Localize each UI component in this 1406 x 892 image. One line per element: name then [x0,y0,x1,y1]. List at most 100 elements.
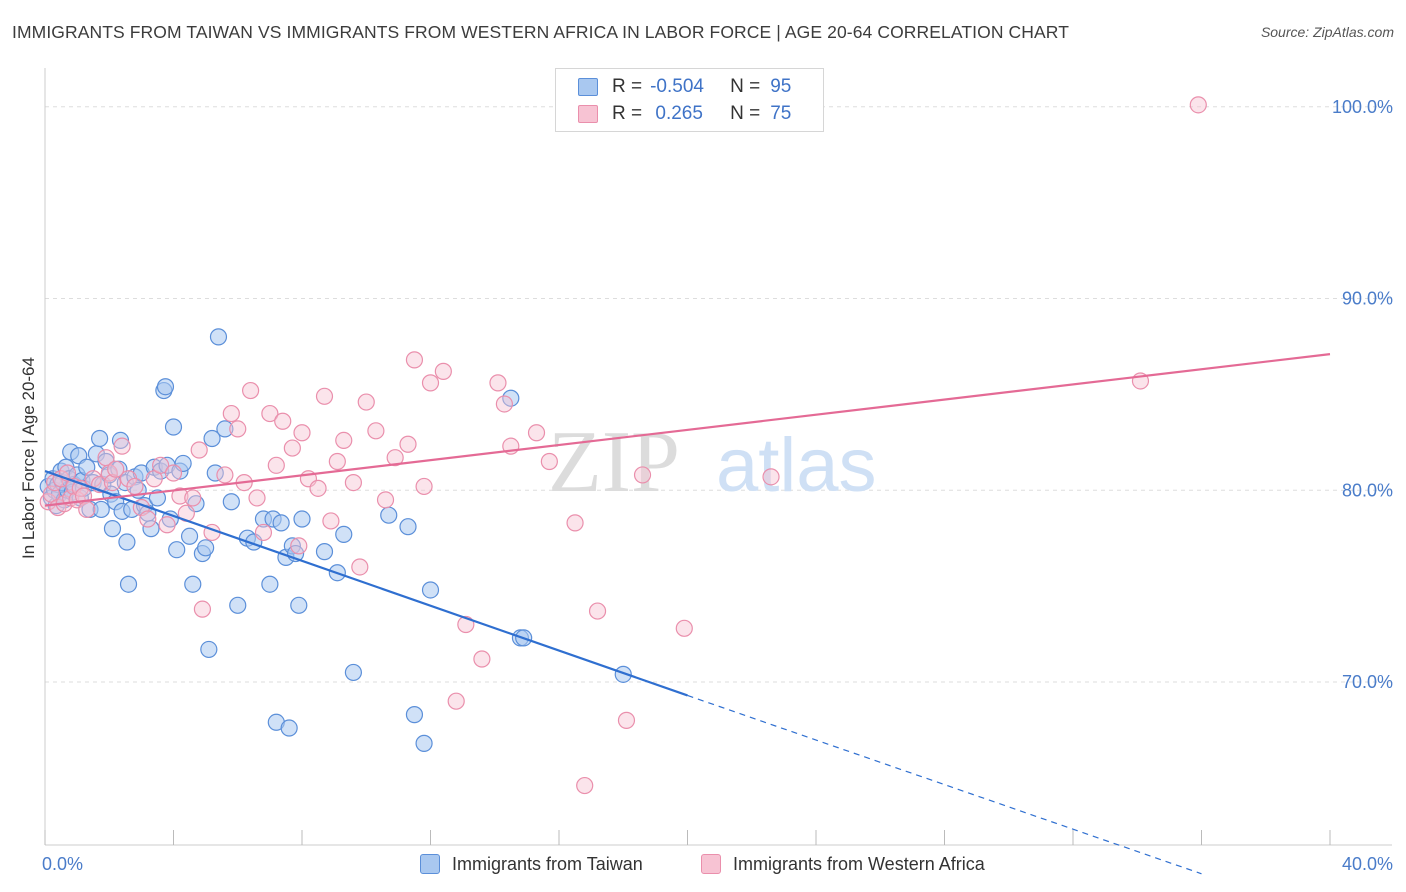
taiwan-point [399,518,417,536]
taiwan-trend-line [44,470,688,697]
wafrica-point [675,619,693,637]
taiwan-point [614,665,632,683]
wafrica-point [283,439,301,457]
wafrica-points [39,96,1207,795]
bottom-legend-label-wafrica: Immigrants from Western Africa [733,853,985,874]
taiwan-point [118,533,136,551]
taiwan-point [91,429,109,448]
watermark: ZIP atlas [548,414,877,511]
bottom-legend-swatch-taiwan [420,854,440,874]
legend-n-label: N = [730,76,761,97]
wafrica-point [633,466,652,484]
wafrica-point [315,387,334,405]
wafrica-point [588,602,607,620]
y-tick-labels: 70.0% 80.0% 90.0% 100.0% [1332,97,1393,692]
taiwan-point [380,506,398,524]
wafrica-point [351,558,369,576]
taiwan-point [197,539,215,557]
y-tick-label: 70.0% [1342,672,1393,692]
wafrica-point [242,381,260,400]
grid-layer [45,106,1392,683]
taiwan-point [216,420,234,438]
taiwan-point [203,429,221,448]
wafrica-point [473,650,491,668]
y-axis-title: In Labor Force | Age 20-64 [19,357,38,559]
wafrica-point [164,464,183,482]
wafrica-point [171,487,189,505]
axes-layer [44,68,1392,846]
y-tick-label: 100.0% [1332,97,1393,117]
wafrica-point [495,395,513,413]
y-tick-label: 90.0% [1342,289,1393,309]
taiwan-point [229,596,247,614]
taiwan-point [92,500,110,519]
taiwan-point [415,734,433,752]
wafrica-point [103,473,122,492]
wafrica-point [113,437,131,455]
wafrica-point [527,424,546,442]
wafrica-point [415,477,433,496]
wafrica-point [254,523,273,542]
wafrica-point [367,422,385,440]
taiwan-point [164,418,183,436]
taiwan-point [200,640,218,659]
wafrica-point [357,393,375,411]
legend-r-value-taiwan: -0.504 [650,76,704,97]
wafrica-point [267,456,285,474]
y-tick-label: 80.0% [1342,480,1393,500]
bottom-legend-swatch-wafrica [701,854,721,874]
legend-n-value-wafrica: 75 [770,103,792,124]
taiwan-point [261,575,279,593]
chart-title: IMMIGRANTS FROM TAIWAN VS IMMIGRANTS FRO… [12,22,1069,42]
legend-row-taiwan: R = -0.504 N = 95 [578,74,791,100]
wafrica-point [107,460,125,478]
correlation-legend: R = -0.504 N = 95 R = 0.265 N = 75 [555,68,824,132]
taiwan-point [502,389,520,407]
taiwan-point [119,575,138,593]
bottom-legend-taiwan: Immigrants from Taiwan [420,852,643,876]
taiwan-trend-extension [687,694,1202,875]
legend-r-label: R = [612,103,643,124]
taiwan-point [293,510,311,528]
wafrica-point [190,441,208,459]
taiwan-point [142,520,160,538]
legend-swatch-wafrica [578,105,598,123]
wafrica-point [229,420,247,438]
wafrica-point [540,452,558,471]
taiwan-point [168,541,186,559]
wafrica-point [290,537,308,555]
wafrica-point [184,489,202,507]
taiwan-point [111,431,130,450]
wafrica-point [421,374,440,392]
taiwan-point [103,520,122,538]
wafrica-point [158,516,176,534]
wafrica-point [762,468,780,486]
wafrica-point [489,374,507,392]
wafrica-point [434,362,452,380]
taiwan-point [180,527,199,545]
wafrica-point [193,600,212,618]
taiwan-point [405,706,424,724]
wafrica-point [274,412,292,430]
wafrica-point [576,776,594,795]
watermark-zip: ZIP [548,414,680,511]
wafrica-point [293,424,311,442]
wafrica-point [447,692,465,710]
wafrica-point [335,431,353,450]
taiwan-point [184,575,202,593]
taiwan-point [148,489,167,507]
wafrica-point [399,435,417,453]
taiwan-point [222,493,240,511]
wafrica-point [216,466,234,484]
taiwan-point [156,378,175,396]
wafrica-point [405,351,424,369]
taiwan-point [272,514,290,532]
legend-r-label: R = [612,76,643,97]
wafrica-point [617,711,636,729]
legend-n-label: N = [730,103,761,124]
taiwan-point [290,596,308,614]
wafrica-point [322,512,340,530]
wafrica-point [386,449,404,467]
wafrica-point [261,404,279,423]
